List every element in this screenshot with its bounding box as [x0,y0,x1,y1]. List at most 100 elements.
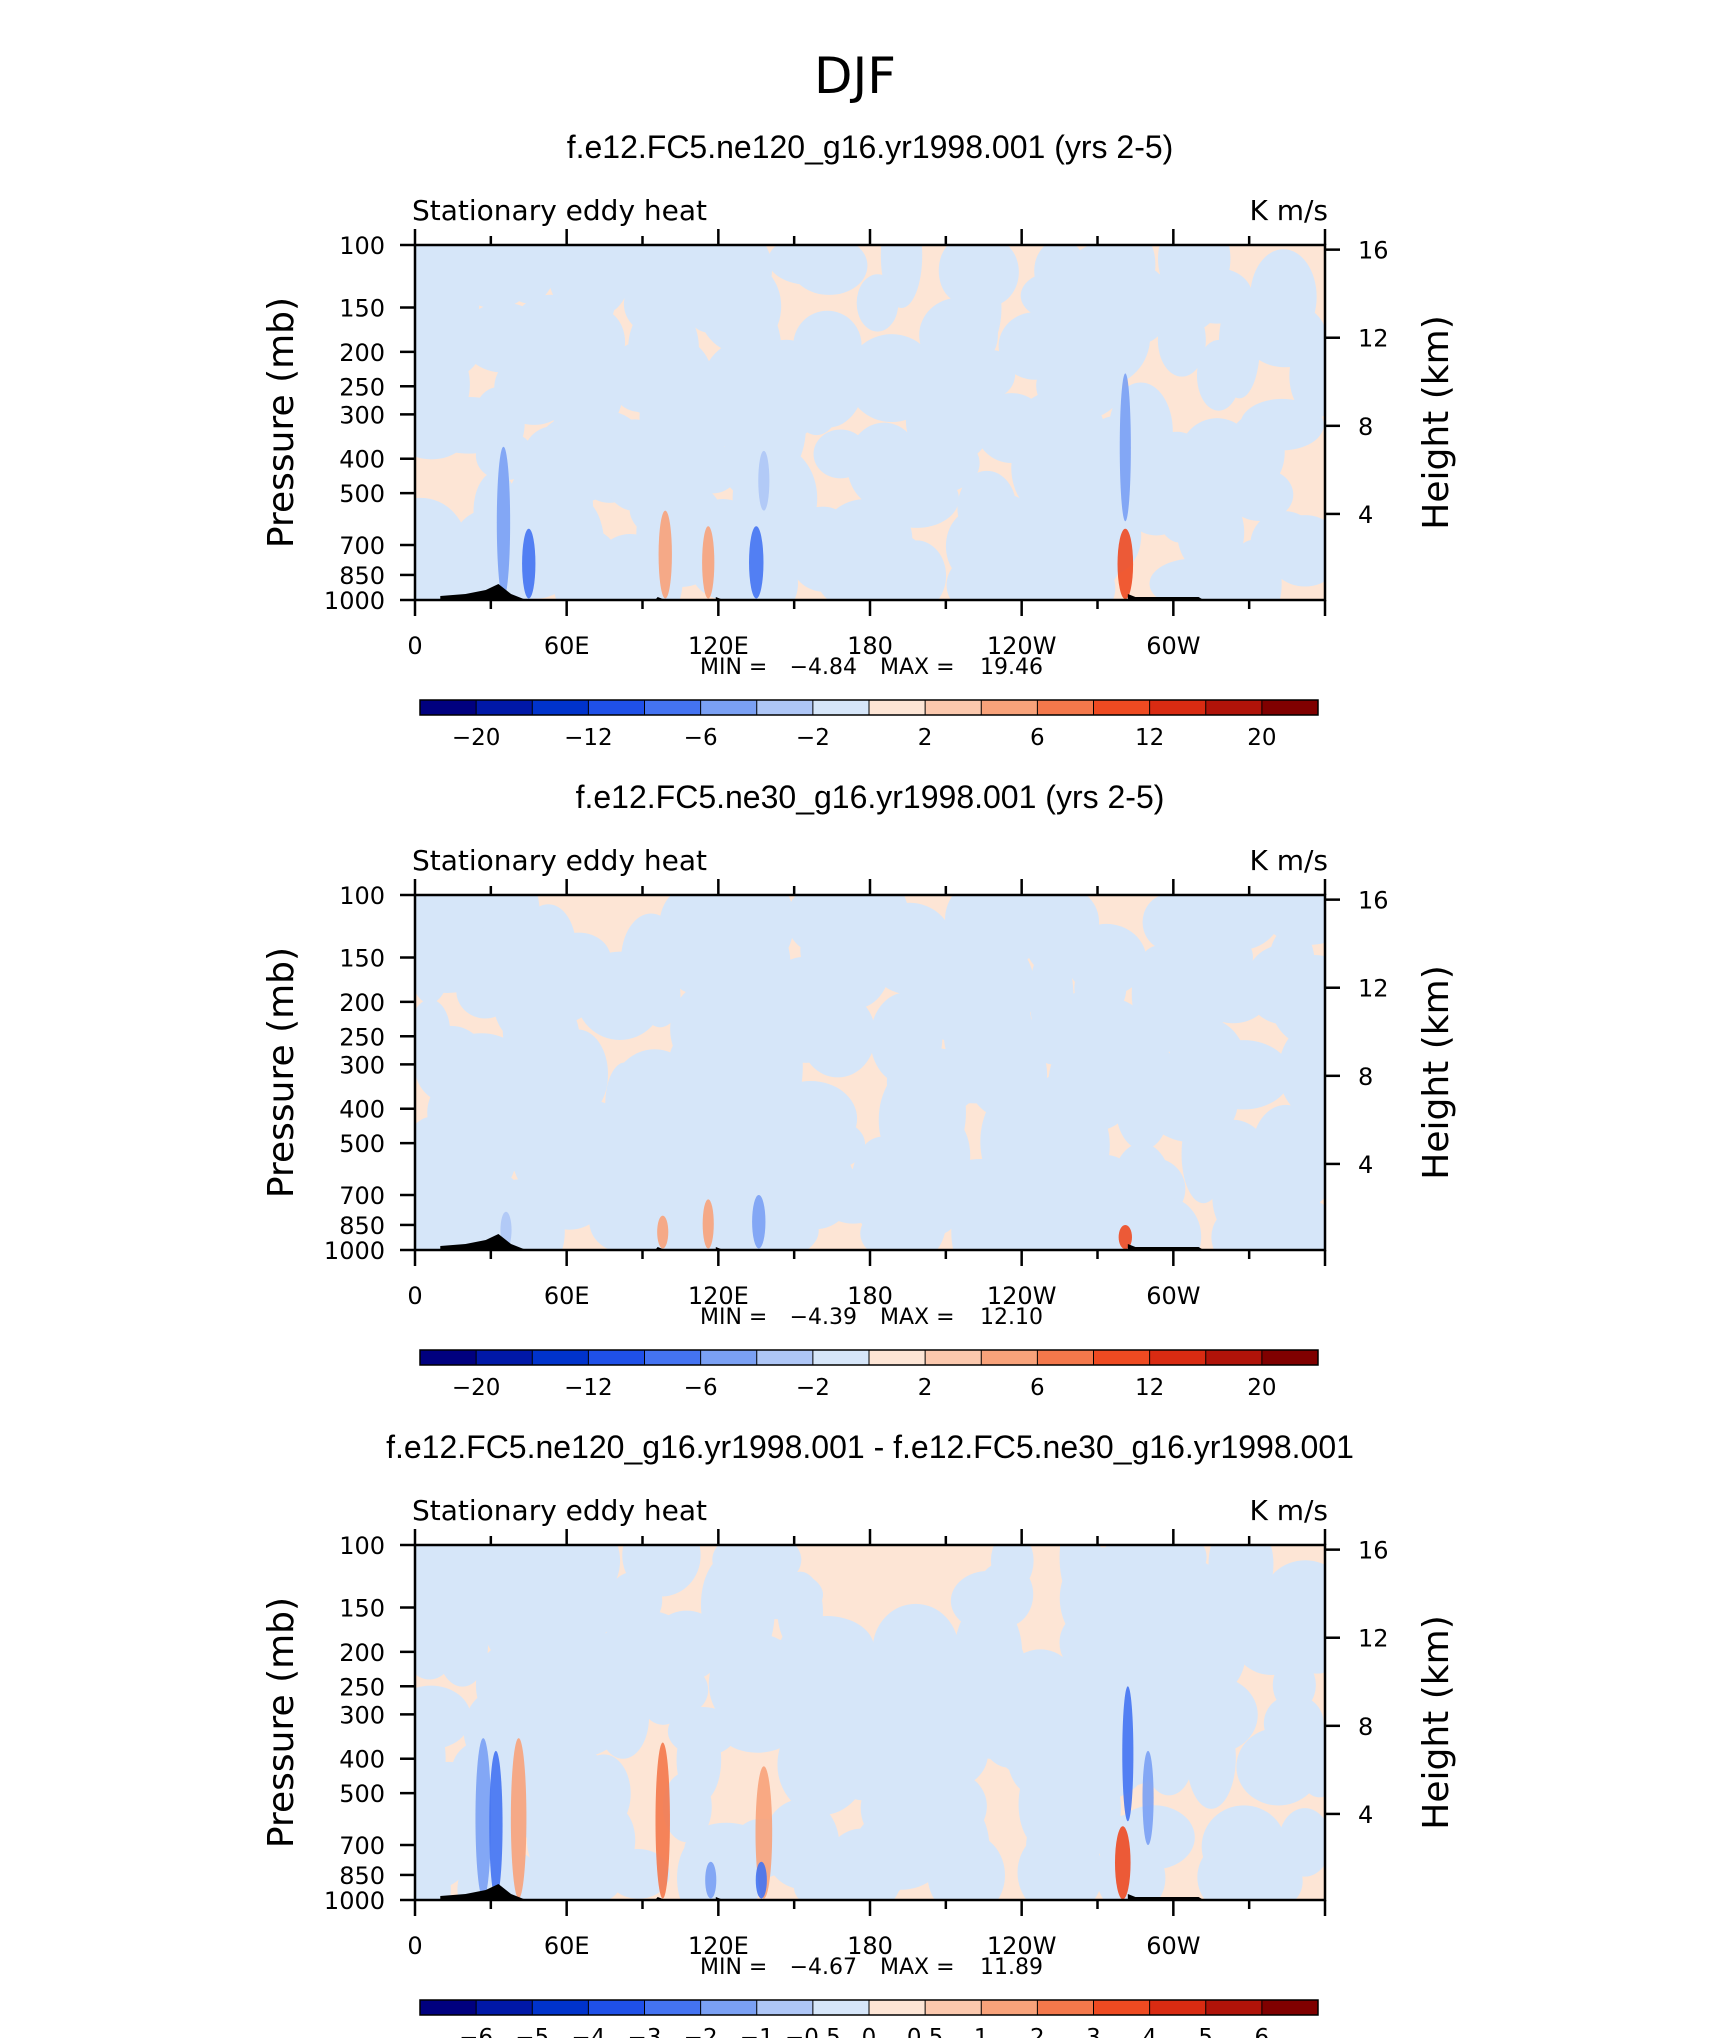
field-patch [1270,1102,1325,1209]
plot-area [415,245,1325,600]
y-tick-label: 300 [339,1051,385,1079]
colorbar-label: −3 [628,2025,662,2038]
y-tick-label: 100 [339,882,385,910]
colorbar-label: −0.5 [785,2025,841,2038]
field-patch [572,245,632,315]
anomaly-streak [1114,1826,1131,1900]
colorbar-swatch [981,1350,1038,1365]
colorbar-label: −6 [684,1375,718,1401]
field-patch [639,964,681,1028]
field-patch [596,1675,650,1759]
colorbar-swatch [1093,700,1151,715]
max-label: MAX = [880,655,955,680]
colorbar-swatch [925,700,982,715]
colorbar-swatch [644,2000,702,2015]
y-axis-label: Pressure (mb) [261,947,302,1198]
anomaly-streak [755,1861,767,1899]
colorbar-swatch [812,2000,870,2015]
colorbar-swatch [1149,2000,1207,2015]
colorbar-label: −1 [740,2025,774,2038]
field-patch [546,1029,609,1119]
colorbar-label: −2 [796,1375,830,1401]
y-tick-label: 250 [339,373,385,401]
anomaly-streak [655,1742,670,1899]
colorbar-swatch [812,700,870,715]
field-patch [1144,1725,1193,1796]
x-tick-label: 120E [688,1282,749,1310]
y-axis-label: Pressure (mb) [261,1597,302,1848]
colorbar-label: 0 [862,2025,877,2038]
colorbar-swatch [476,1350,533,1365]
topography [440,584,1204,600]
x-tick-label: 180 [847,1282,893,1310]
anomaly-streak [489,1750,503,1899]
field-patch [1262,895,1325,945]
field-patch [656,1665,709,1715]
field-patch [607,1848,670,1899]
anomaly-streak [1118,1224,1132,1250]
colorbar-label: 2 [918,1375,933,1401]
colorbar-label: −5 [515,2025,549,2038]
field-patch [1186,1706,1236,1809]
colorbar-swatch [1205,2000,1263,2015]
anomaly-streak [758,450,770,511]
field-patch [1113,1805,1195,1870]
colorbar-label: 20 [1247,725,1276,751]
colorbar-swatch [1037,700,1094,715]
colorbar-swatch [532,2000,589,2015]
min-value: −4.84 [790,655,857,680]
plot-area [415,895,1325,1250]
field-patch [927,1832,1005,1900]
colorbar-label: 12 [1135,725,1164,751]
y-tick-label: 100 [339,1532,385,1560]
colorbar-label: 0.5 [907,2025,944,2038]
chart-title: f.e12.FC5.ne120_g16.yr1998.001 - f.e12.F… [386,1429,1354,1465]
x-tick-label: 120E [688,1932,749,1960]
x-tick-label: 120W [987,1282,1057,1310]
colorbar-swatch [532,1350,589,1365]
y-tick-label: 1000 [324,1887,385,1915]
x-tick-label: 60W [1146,632,1200,660]
min-label: MIN = [700,1305,767,1330]
colorbar-swatch [532,700,589,715]
colorbar-swatch [588,700,645,715]
field-patch [1278,1020,1325,1121]
anomaly-streak [496,446,511,599]
colorbar-swatch [700,700,758,715]
min-label: MIN = [700,655,767,680]
y-tick-label: 500 [339,1780,385,1808]
min-label: MIN = [700,1955,767,1980]
colorbar-swatch [925,1350,982,1365]
y-tick-label: 300 [339,401,385,429]
anomaly-streak [1122,1686,1134,1822]
x-tick-label: 60W [1146,1932,1200,1960]
colorbar-swatch [756,2000,814,2015]
colorbar-label: 2 [1030,2025,1045,2038]
topography [440,1884,1204,1900]
y-tick-label: 400 [339,446,385,474]
anomaly-streak [702,1199,714,1249]
anomaly-streak [522,528,536,599]
colorbar-label: −12 [564,725,613,751]
y-axis-label-right: Height (km) [1416,315,1457,529]
anomaly-streak [510,1738,527,1899]
field-patch [1177,489,1245,575]
colorbar-swatch [1093,2000,1151,2015]
chart-title: f.e12.FC5.ne30_g16.yr1998.001 (yrs 2-5) [576,779,1165,815]
field-patch [622,1545,701,1597]
max-value: 11.89 [980,1955,1043,1980]
colorbar-swatch [1149,700,1207,715]
colorbar-swatch [925,2000,982,2015]
field-patch [1289,334,1325,418]
x-tick-label: 120E [688,632,749,660]
y-tick-label: 100 [339,232,385,260]
min-value: −4.39 [790,1305,857,1330]
x-tick-label: 120W [987,632,1057,660]
colorbar-swatch [981,2000,1038,2015]
chart-units: K m/s [1249,194,1328,227]
field-patch [1266,515,1325,587]
y-tick-label: 700 [339,1182,385,1210]
max-label: MAX = [880,1955,955,1980]
height-tick-label: 8 [1358,413,1373,441]
colorbar-label: 6 [1255,2025,1270,2038]
